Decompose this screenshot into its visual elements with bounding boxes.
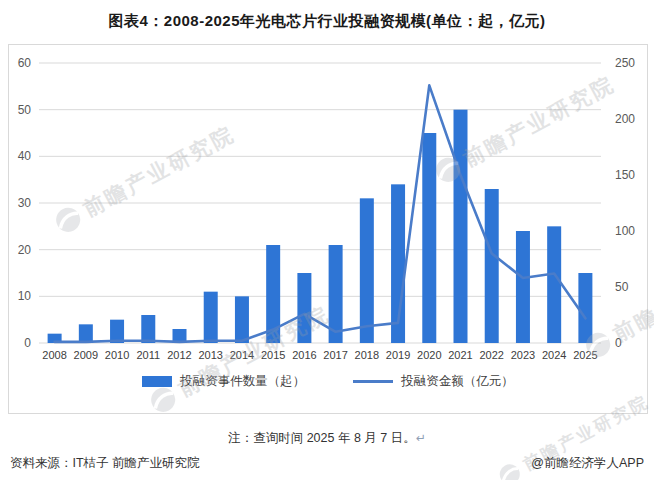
bar-2023 (516, 231, 530, 343)
x-axis-label: 2009 (74, 349, 98, 361)
return-mark-icon: ↵ (416, 431, 426, 445)
left-axis-tick-label: 50 (18, 103, 32, 117)
chart-legend: 投融资事件数量（起） 投融资金额（亿元） (9, 373, 647, 390)
left-axis-tick-label: 60 (18, 56, 32, 70)
bar-2018 (360, 198, 374, 343)
bar-2013 (204, 292, 218, 343)
chart-title: 图表4：2008-2025年光电芯片行业投融资规模(单位：起，亿元) (0, 12, 654, 31)
x-axis-label: 2023 (511, 349, 535, 361)
bar-2016 (297, 273, 311, 343)
bar-2014 (235, 296, 249, 343)
legend-bar-swatch-icon (142, 376, 172, 387)
right-axis-tick-label: 100 (615, 224, 635, 238)
x-axis-label: 2013 (198, 349, 222, 361)
watermark-logo-icon (495, 459, 525, 480)
x-axis-label: 2021 (448, 349, 472, 361)
left-axis-tick-label: 10 (18, 289, 32, 303)
right-axis-tick-label: 150 (615, 168, 635, 182)
left-axis-tick-label: 20 (18, 243, 32, 257)
right-axis-tick-label: 200 (615, 112, 635, 126)
x-axis-label: 2020 (417, 349, 441, 361)
x-axis-label: 2015 (261, 349, 285, 361)
x-axis-label: 2014 (230, 349, 254, 361)
x-axis-label: 2025 (573, 349, 597, 361)
x-axis-label: 2022 (479, 349, 503, 361)
x-axis-label: 2024 (542, 349, 566, 361)
bar-2011 (141, 315, 155, 343)
bar-2020 (422, 133, 436, 343)
x-axis-label: 2010 (105, 349, 129, 361)
x-axis-label: 2018 (355, 349, 379, 361)
bar-2009 (79, 324, 93, 343)
left-axis-tick-label: 0 (24, 336, 31, 350)
chart-area: 0 10 20 30 40 50 60 0 50 100 150 200 250 2008 2009 2010… (8, 44, 648, 414)
legend-line-swatch-icon (353, 380, 393, 383)
right-axis-tick-label: 250 (615, 56, 635, 70)
data-source: 资料来源：IT桔子 前瞻产业研究院 (10, 455, 200, 472)
credit: @前瞻经济学人APP (531, 455, 644, 472)
note-text: 注：查询时间 2025 年 8 月 7 日。 (228, 431, 416, 445)
chart-screenshot: 图表4：2008-2025年光电芯片行业投融资规模(单位：起，亿元) 0 10 20… (0, 0, 654, 480)
x-axis-label: 2017 (323, 349, 347, 361)
left-axis-tick-label: 30 (18, 196, 32, 210)
legend-item: 投融资事件数量（起） (142, 373, 305, 390)
x-axis-label: 2012 (167, 349, 191, 361)
legend-item: 投融资金额（亿元） (353, 373, 514, 390)
x-axis-label: 2011 (136, 349, 160, 361)
legend-label: 投融资金额（亿元） (401, 373, 514, 390)
right-axis-tick-label: 50 (615, 280, 629, 294)
left-axis-tick-label: 40 (18, 149, 32, 163)
chart-note: 注：查询时间 2025 年 8 月 7 日。↵ (0, 430, 654, 447)
chart-svg: 0 10 20 30 40 50 60 0 50 100 150 200 250 2008 2009 2010… (9, 45, 647, 413)
bar-2022 (485, 189, 499, 343)
x-axis-label: 2016 (292, 349, 316, 361)
bar-2024 (547, 226, 561, 343)
x-axis-label: 2019 (386, 349, 410, 361)
right-axis-tick-label: 0 (615, 336, 622, 350)
x-axis-label: 2008 (42, 349, 66, 361)
bar-2021 (454, 110, 468, 343)
bar-2025 (578, 273, 592, 343)
amount-line (55, 85, 586, 341)
legend-label: 投融资事件数量（起） (180, 373, 305, 390)
